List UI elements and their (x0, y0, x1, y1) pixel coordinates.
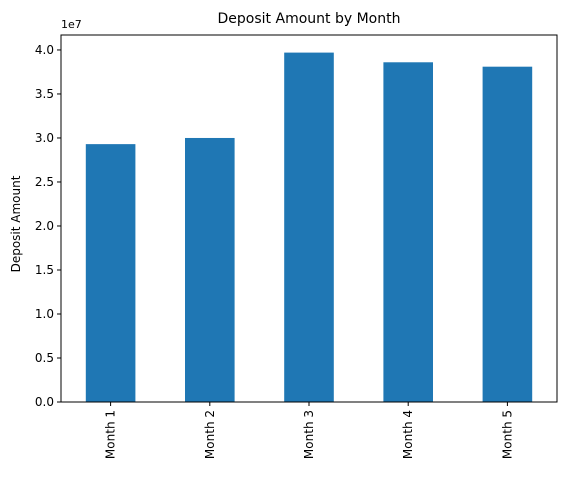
x-tick-label-2: Month 2 (203, 410, 217, 459)
x-tick-label-3: Month 3 (302, 410, 316, 459)
bar-2 (185, 137, 235, 402)
y-tick-label-7: 3.5 (35, 87, 54, 101)
x-tick-label-4: Month 4 (401, 410, 415, 459)
y-tick-label-1: 0.5 (35, 351, 54, 365)
x-tick-label-1: Month 1 (104, 410, 118, 459)
plot-frame (60, 34, 558, 403)
y-tick-label-8: 4.0 (35, 43, 54, 57)
chart-title: Deposit Amount by Month (218, 11, 401, 27)
y-axis-label: Deposit Amount (9, 175, 23, 272)
bar-4 (383, 62, 433, 403)
y-tick-label-0: 0.0 (35, 395, 54, 409)
y-tick-label-6: 3.0 (35, 131, 54, 145)
x-ticks-group: Month 1 Month 2 Month 3 Month 4 Month 5 (104, 402, 514, 459)
x-tick-label-5: Month 5 (500, 410, 514, 459)
bar-3 (284, 52, 334, 402)
y-tick-label-4: 2.0 (35, 219, 54, 233)
y-ticks-group: 0.0 0.5 1.0 1.5 2.0 2.5 3.0 3.5 4.0 (35, 43, 61, 409)
y-tick-label-2: 1.0 (35, 307, 54, 321)
y-offset-label: 1e7 (61, 18, 82, 31)
bars-group (85, 52, 533, 403)
bar-1 (85, 144, 136, 402)
y-tick-label-3: 1.5 (35, 263, 54, 277)
bar-5 (482, 66, 533, 402)
y-tick-label-5: 2.5 (35, 175, 54, 189)
